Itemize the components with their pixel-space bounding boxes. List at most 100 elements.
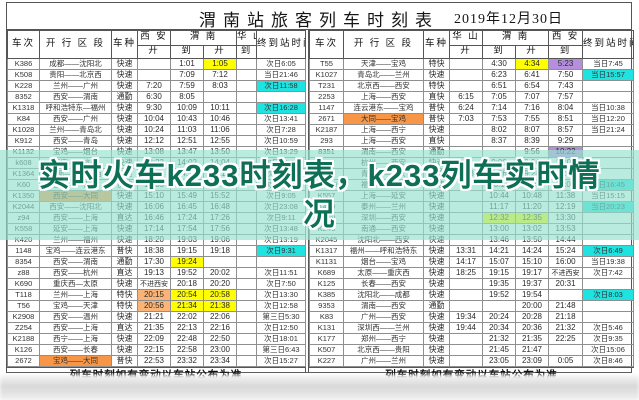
cell-section: 兰州——广州 — [39, 80, 112, 92]
cell-time-arrive: 8:05 — [170, 91, 204, 103]
cell-train-no: K508 — [7, 69, 40, 81]
cell-time-arrive: 21:34 — [170, 300, 204, 312]
table-row: 9353 渭南——西安 通勤 20:00 21:48 — [309, 300, 635, 312]
table-row: K227 广州——兰州 快速 23:05 23:09 0:05 次日8:46 — [309, 355, 635, 367]
cell-time-depart: 6:41 — [514, 69, 550, 81]
cell-train-type: 快速 — [111, 69, 138, 81]
cell-time-depart: 22:50 — [202, 333, 238, 345]
cell-time-arrive: 23:32 — [170, 355, 204, 367]
header-train-type: 车种 — [423, 30, 450, 59]
cell-time-arrive: 20:54 — [170, 289, 204, 301]
cell-train-no: Z254 — [7, 322, 40, 334]
cell-terminal-time — [256, 91, 307, 103]
cell-time-arrive: 8:02 — [482, 124, 516, 136]
cell-section: 长春——西安 — [343, 278, 424, 290]
cell-section: 西安——杭州 — [39, 267, 112, 279]
cell-time-depart: 22:16 — [202, 322, 238, 334]
cell-time-1: 19:34 — [449, 311, 483, 323]
cell-time-4: 9:29 — [548, 135, 584, 147]
cell-section: 深圳西——兰州 — [343, 322, 424, 334]
cell-train-no: K385 — [309, 289, 344, 301]
cell-terminal-time: 次日7:28 — [256, 124, 307, 136]
cell-time-arrive: 4:30 — [482, 58, 516, 70]
cell-train-type: 快速 — [423, 311, 450, 323]
cell-time-4: 20:31 — [548, 278, 584, 290]
cell-time-depart: 20:28 — [514, 311, 550, 323]
cell-section: 宝鸡——连云港东 — [39, 245, 112, 257]
cell-time-1: 6:15 — [449, 91, 483, 103]
cell-time-4 — [236, 58, 258, 70]
cell-time-4: 不进西安 — [548, 267, 584, 279]
cell-train-no: K1028 — [7, 124, 40, 136]
cell-time-4: 21:18 — [548, 311, 584, 323]
header-station: 渭 南 — [481, 30, 550, 46]
cell-train-type: 特快 — [423, 58, 450, 70]
cell-terminal-time: 当日21:46 — [256, 69, 307, 81]
cell-time-arrive: 23:05 — [482, 355, 516, 367]
cell-time-1: 22:15 — [137, 344, 171, 356]
cell-time-depart: 8:39 — [514, 135, 550, 147]
cell-time-4 — [236, 355, 258, 367]
cell-section: 西安——温州 — [39, 311, 112, 323]
cell-terminal-time: 次日16:28 — [256, 102, 307, 114]
cell-train-type: 快速 — [111, 333, 138, 345]
cell-time-arrive: 19:15 — [482, 267, 516, 279]
watermark-text-line2: 况 — [303, 197, 336, 232]
cell-train-type: 快速 — [423, 124, 450, 136]
cell-time-1: 21:35 — [137, 322, 171, 334]
cell-train-no: K177 — [309, 333, 344, 345]
cell-time-depart: 19:18 — [202, 245, 238, 257]
cell-terminal-time: 当日7:45 — [582, 58, 635, 70]
cell-train-type: 普快 — [423, 102, 450, 114]
page-title: 渭南站旅客列车时刻表 — [199, 11, 439, 30]
header-station-sub: 到 — [548, 45, 584, 59]
cell-time-arrive: 21:45 — [482, 344, 516, 356]
cell-train-no: T231 — [309, 80, 344, 92]
cell-time-depart: 4:34 — [514, 58, 550, 70]
cell-train-no: 9353 — [309, 300, 344, 312]
cell-train-no: K228 — [7, 80, 40, 92]
cell-time-4 — [236, 300, 258, 312]
cell-time-1: 22:09 — [137, 333, 171, 345]
cell-train-type: 快速 — [111, 278, 138, 290]
cell-terminal-time: 次日13:30 — [256, 289, 307, 301]
cell-train-no: K126 — [7, 344, 40, 356]
cell-time-1: 19:13 — [137, 267, 171, 279]
cell-train-no: 2672 — [7, 355, 40, 367]
bottom-blur-strip — [0, 375, 639, 400]
cell-time-4 — [236, 135, 258, 147]
cell-train-no: K2187 — [309, 124, 344, 136]
cell-time-depart: 8:03 — [202, 80, 238, 92]
cell-time-4 — [236, 102, 258, 114]
cell-time-4 — [236, 267, 258, 279]
cell-train-type: 通勤 — [423, 300, 450, 312]
cell-train-no: K507 — [309, 344, 344, 356]
cell-section: 沈阳北——成都 — [343, 289, 424, 301]
cell-train-no: 1147 — [309, 102, 344, 114]
table-row: K386 成都——沈阳北 快速 1:01 1:05 次日6:05 — [7, 58, 307, 70]
cell-time-arrive: 20:18 — [170, 278, 204, 290]
cell-section: 烟台——宝鸡 — [343, 256, 424, 268]
cell-train-no: 2671 — [309, 113, 344, 125]
cell-time-arrive: 19:24 — [170, 256, 204, 268]
table-row: K912 西安——青岛 快速 12:12 12:51 12:55 次日10:59 — [7, 135, 307, 147]
cell-train-type: 快速 — [111, 344, 138, 356]
table-row: 1147 连云港东——宝鸡 普快 6:24 7:14 7:16 8:04 当日10:38 — [309, 102, 635, 114]
cell-section: 重庆西—太原 — [39, 278, 112, 290]
cell-time-arrive: 20:24 — [482, 311, 516, 323]
cell-train-no: K131 — [309, 322, 344, 334]
header-station: 华 山 — [236, 30, 258, 46]
cell-time-4: 7:57 — [548, 91, 584, 103]
cell-train-type: 快速 — [423, 344, 450, 356]
cell-time-4 — [548, 344, 584, 356]
cell-time-1: 19:44 — [449, 322, 483, 334]
cell-time-4: 8:51 — [548, 113, 584, 125]
cell-time-arrive: 20:34 — [482, 322, 516, 334]
cell-time-4: 7:50 — [548, 69, 584, 81]
cell-time-4: 8:57 — [548, 124, 584, 136]
cell-time-1: 18:25 — [449, 267, 483, 279]
cell-time-1 — [449, 278, 483, 290]
cell-train-no: K689 — [309, 267, 344, 279]
cell-time-1: 17:30 — [137, 256, 171, 268]
cell-section: 大同——宝鸡 — [343, 113, 424, 125]
